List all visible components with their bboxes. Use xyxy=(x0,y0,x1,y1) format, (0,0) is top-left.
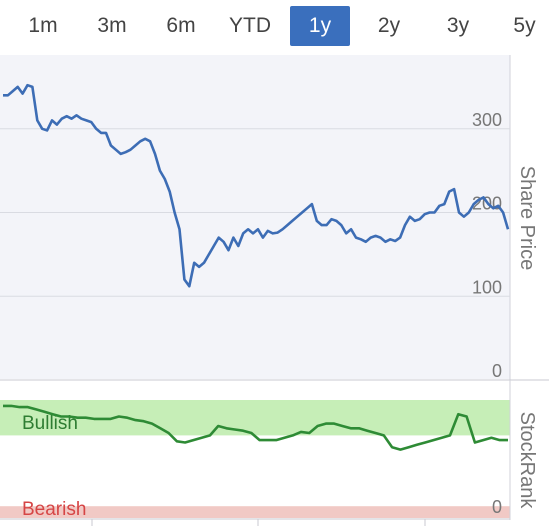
rank-tick-label: 0 xyxy=(492,497,502,517)
stockrank-series-line xyxy=(3,404,508,451)
bullish-label: Bullish xyxy=(22,413,78,434)
rank-axis-ticks: 0 xyxy=(492,497,502,517)
tab-1y[interactable]: 1y xyxy=(290,6,350,46)
bearish-band xyxy=(0,506,510,518)
price-panel-bg xyxy=(0,55,510,379)
rank-axis-title: StockRank xyxy=(516,412,538,510)
bearish-label: Bearish xyxy=(22,499,86,520)
price-tick-label: 300 xyxy=(472,110,502,130)
price-series-line xyxy=(3,83,510,288)
time-range-tabs: 1m 3m 6m YTD 1y 2y 3y 5y xyxy=(0,0,549,52)
tab-6m[interactable]: 6m xyxy=(166,14,196,37)
tab-3y[interactable]: 3y xyxy=(446,14,470,37)
price-tick-label: 0 xyxy=(492,361,502,381)
price-tick-label: 100 xyxy=(472,277,502,297)
tab-1m[interactable]: 1m xyxy=(28,14,58,37)
price-axis-title: Share Price xyxy=(516,166,538,271)
tab-ytd[interactable]: YTD xyxy=(229,14,271,37)
tab-2y[interactable]: 2y xyxy=(377,14,401,37)
price-grid xyxy=(0,128,510,297)
tab-5y[interactable]: 5y xyxy=(513,14,536,37)
tab-3m[interactable]: 3m xyxy=(97,14,127,37)
